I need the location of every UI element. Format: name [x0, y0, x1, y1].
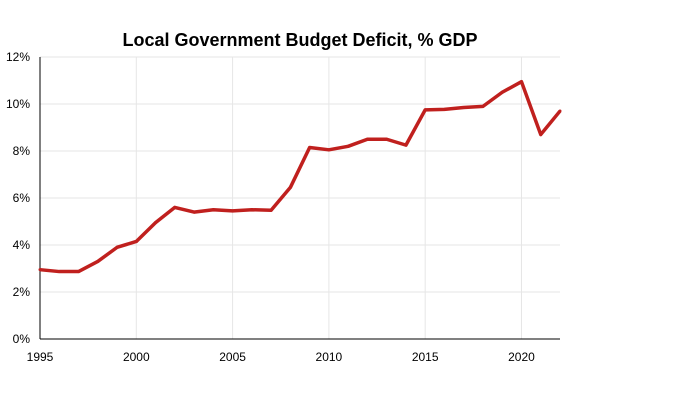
data-point: [269, 208, 273, 212]
y-tick-label: 4%: [13, 238, 31, 252]
data-point: [288, 185, 292, 189]
x-tick-label: 2005: [219, 350, 246, 364]
data-point: [38, 268, 42, 272]
data-point: [77, 270, 81, 274]
data-point: [442, 107, 446, 111]
series-line: [39, 79, 562, 274]
data-point: [173, 205, 177, 209]
data-point: [423, 108, 427, 112]
y-tick-label: 8%: [13, 144, 31, 158]
data-point: [327, 148, 331, 152]
data-point: [365, 137, 369, 141]
data-point: [134, 239, 138, 243]
data-point: [519, 80, 523, 84]
y-tick-label: 10%: [6, 97, 30, 111]
data-point: [481, 104, 485, 108]
data-point: [308, 145, 312, 149]
data-point: [404, 143, 408, 147]
data-point: [192, 210, 196, 214]
x-tick-label: 2020: [508, 350, 535, 364]
data-point: [96, 259, 100, 263]
data-point: [462, 106, 466, 110]
data-point: [250, 208, 254, 212]
chart-title: Local Government Budget Deficit, % GDP: [122, 30, 478, 50]
y-tick-label: 12%: [6, 50, 30, 64]
x-tick-label: 1995: [27, 350, 54, 364]
data-point: [500, 90, 504, 94]
x-tick-label: 2010: [316, 350, 343, 364]
data-point: [57, 270, 61, 274]
data-point: [211, 208, 215, 212]
data-point: [154, 221, 158, 225]
x-tick-label: 2000: [123, 350, 150, 364]
data-point: [558, 109, 562, 113]
x-tick-label: 2015: [412, 350, 439, 364]
data-point: [346, 144, 350, 148]
data-point: [539, 133, 543, 137]
data-point: [231, 209, 235, 213]
data-point: [385, 137, 389, 141]
data-point: [115, 245, 119, 249]
y-tick-label: 6%: [13, 191, 31, 205]
y-tick-label: 0%: [13, 332, 31, 346]
y-tick-label: 2%: [13, 285, 31, 299]
